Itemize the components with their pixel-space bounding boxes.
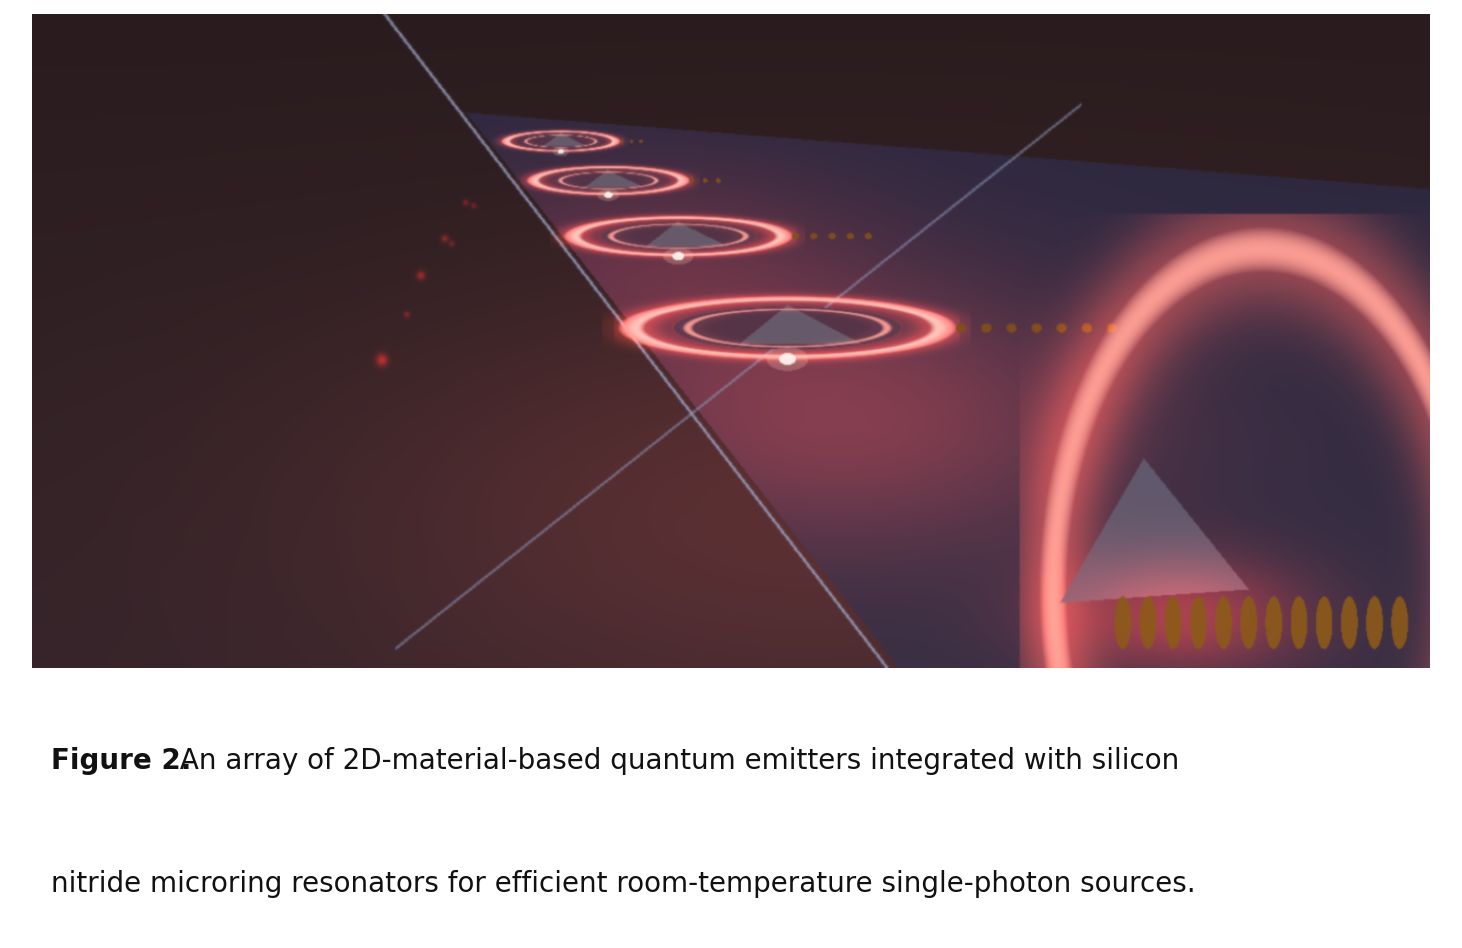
Text: nitride microring resonators for efficient room-temperature single-photon source: nitride microring resonators for efficie…: [51, 869, 1196, 898]
Text: An array of 2D-material-based quantum emitters integrated with silicon: An array of 2D-material-based quantum em…: [171, 747, 1180, 775]
Text: Figure 2.: Figure 2.: [51, 747, 192, 775]
